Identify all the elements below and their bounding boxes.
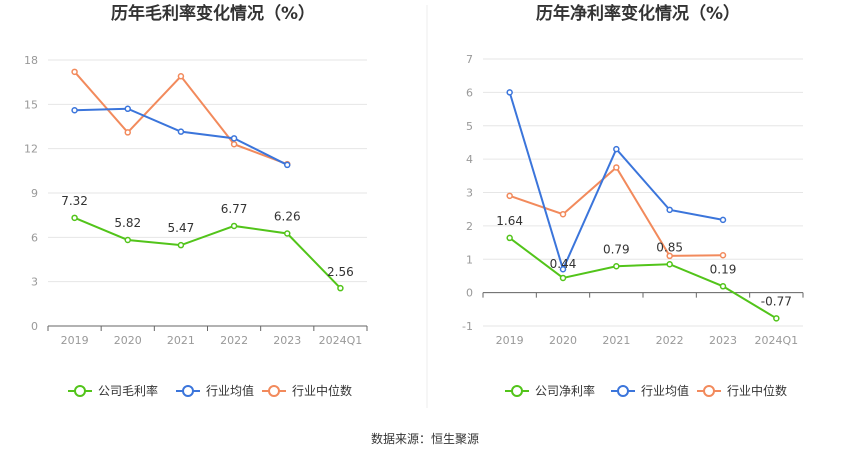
company-data-point	[719, 283, 727, 290]
median-data-point	[230, 140, 238, 148]
avg-series-line	[74, 107, 288, 166]
x-tick-label: 2022	[220, 334, 248, 347]
median-data-point	[506, 192, 513, 200]
legend-item-company: 公司净利率	[505, 383, 595, 398]
data-label: 0.85	[656, 240, 683, 254]
data-label: 5.47	[168, 221, 195, 235]
median-data-point	[177, 73, 185, 80]
y-tick-label: 18	[24, 54, 38, 67]
median-data-point	[666, 252, 673, 260]
avg-data-point	[666, 206, 673, 214]
x-tick-label: 2021	[602, 334, 630, 347]
data-label: 0.79	[603, 242, 630, 256]
x-tick-label: 2020	[549, 334, 577, 347]
y-tick-label: 0	[466, 287, 473, 300]
company-series-line	[509, 237, 777, 320]
company-data-point	[773, 315, 780, 322]
x-tick-label: 2024Q1	[319, 334, 363, 347]
x-tick-label: 2022	[656, 334, 684, 347]
legend-item-median: 行业中位数	[697, 383, 787, 398]
y-tick-label: 2	[466, 220, 473, 233]
chart-title: 历年净利率变化情况（%）	[536, 3, 740, 24]
x-tick-label: 2023	[709, 334, 737, 347]
avg-data-point	[124, 105, 131, 113]
y-tick-label: 3	[31, 276, 38, 289]
data-label: 0.44	[550, 257, 577, 271]
y-tick-label: 0	[31, 320, 38, 333]
avg-data-point	[230, 135, 238, 142]
net-margin-chart: 历年净利率变化情况（%） -1 0 1 2 3 4 5 6 7 2019 2020 2021 2022 20…	[462, 3, 804, 398]
avg-data-point	[719, 216, 727, 224]
y-tick-label: 1	[466, 253, 473, 266]
median-series-line	[73, 71, 288, 166]
legend-label: 行业中位数	[292, 383, 352, 398]
company-data-point	[613, 263, 620, 270]
median-data-point	[719, 251, 727, 259]
median-data-point	[71, 68, 78, 76]
legend-marker	[74, 385, 86, 397]
legend-marker	[511, 385, 523, 397]
data-label: 5.82	[114, 216, 141, 230]
data-label: -0.77	[761, 294, 792, 308]
gross-margin-chart: 历年毛利率变化情况（%） 0 3 6 9 12 15 18 2019 2020 2021 2022 20…	[24, 3, 368, 398]
median-data-point	[124, 129, 131, 136]
legend-marker	[617, 385, 629, 397]
avg-data-point	[506, 89, 513, 96]
legend-marker	[703, 385, 715, 397]
company-data-point	[177, 241, 185, 249]
x-tick-label: 2020	[114, 334, 142, 347]
legend-item-median: 行业中位数	[262, 383, 352, 398]
company-data-point	[666, 261, 673, 268]
y-tick-label: 9	[31, 187, 38, 200]
x-tick-label: 2021	[167, 334, 195, 347]
company-data-point	[71, 214, 78, 222]
y-tick-label: -1	[462, 320, 473, 333]
company-data-point	[337, 284, 344, 292]
legend-marker	[182, 385, 194, 397]
legend-label: 行业中位数	[727, 383, 787, 398]
y-tick-label: 12	[24, 143, 38, 156]
median-data-point	[559, 210, 567, 218]
data-label: 6.77	[221, 202, 248, 216]
y-tick-label: 3	[466, 187, 473, 200]
median-data-point	[613, 164, 620, 171]
y-tick-label: 6	[31, 231, 38, 244]
company-data-point	[284, 230, 291, 237]
company-data-point	[506, 234, 513, 242]
legend-item-avg: 行业均值	[611, 383, 689, 398]
company-data-point	[230, 222, 238, 230]
legend-item-avg: 行业均值	[176, 383, 254, 398]
data-label: 1.64	[496, 214, 523, 228]
data-label: 7.32	[61, 194, 88, 208]
company-data-point	[559, 274, 567, 282]
x-tick-label: 2023	[273, 334, 301, 347]
y-tick-label: 6	[466, 86, 473, 99]
y-tick-label: 5	[466, 120, 473, 133]
legend-marker	[268, 385, 280, 397]
avg-data-point	[559, 266, 567, 273]
avg-data-point	[284, 161, 291, 169]
legend-label: 行业均值	[206, 383, 254, 398]
company-data-point	[124, 236, 131, 244]
avg-data-point	[71, 106, 78, 114]
data-source: 数据来源：恒生聚源	[371, 431, 479, 446]
x-tick-label: 2024Q1	[755, 334, 799, 347]
legend-item-company: 公司毛利率	[68, 383, 158, 398]
legend-label: 行业均值	[641, 383, 689, 398]
y-tick-label: 7	[466, 53, 473, 66]
x-tick-label: 2019	[496, 334, 524, 347]
data-label: 2.56	[327, 265, 354, 279]
avg-data-point	[177, 128, 185, 135]
x-tick-label: 2019	[61, 334, 89, 347]
company-series-line	[74, 216, 342, 289]
data-label: 6.26	[274, 209, 301, 223]
avg-data-point	[613, 145, 620, 153]
legend-label: 公司净利率	[535, 383, 595, 398]
legend-label: 公司毛利率	[98, 383, 158, 398]
chart-title: 历年毛利率变化情况（%）	[111, 3, 315, 24]
data-label: 0.19	[710, 262, 737, 276]
y-tick-label: 15	[24, 98, 38, 111]
y-tick-label: 4	[466, 153, 473, 166]
